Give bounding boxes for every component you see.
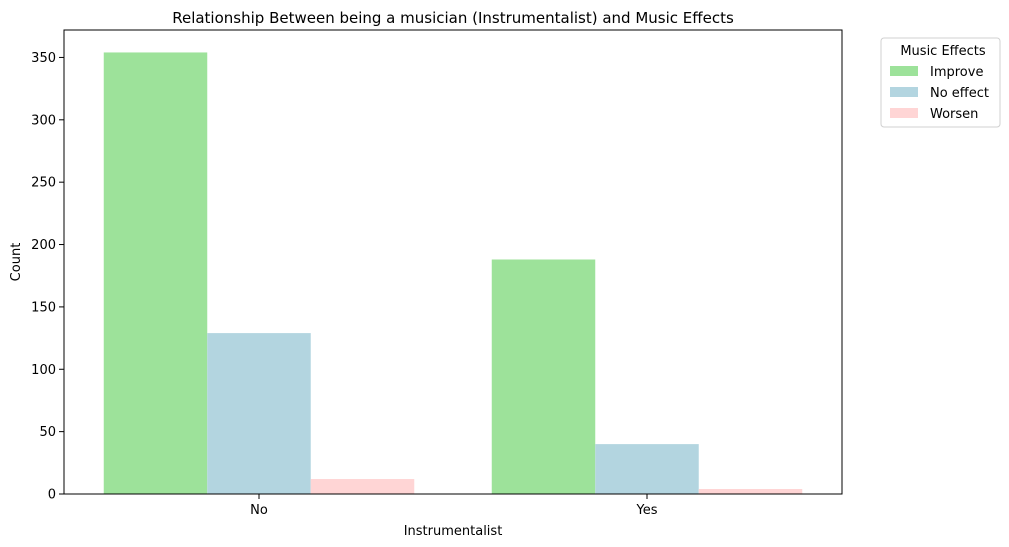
y-tick-label: 100 [31,363,56,378]
legend-box [880,37,1001,128]
y-tick-label: 150 [31,300,56,315]
bars-layer [103,52,803,495]
legend-title: Music Effects [900,44,986,59]
legend-swatch-no-effect [890,87,918,97]
legend: Music Effects Improve No effect Worsen [880,37,1001,128]
legend-label-no-effect: No effect [930,86,989,101]
legend-label-worsen: Worsen [930,107,978,122]
bar-improve-no [103,52,208,495]
legend-items: Improve No effect Worsen [890,65,989,122]
y-tick-label: 200 [31,238,56,253]
bar-no-effect-no [207,333,311,494]
bar-worsen-yes [698,489,803,494]
y-tick-label: 250 [31,176,56,191]
bar-worsen-no [310,479,415,494]
bar-no-effect-yes [595,444,699,494]
y-tick-label: 0 [48,488,56,503]
legend-swatch-improve [890,66,918,76]
legend-swatch-worsen [890,108,918,118]
axes [63,29,843,495]
x-axis-ticks: No Yes [250,494,658,518]
chart-title: Relationship Between being a musician (I… [172,9,734,27]
y-tick-label: 300 [31,113,56,128]
x-tick-label: Yes [636,503,658,518]
y-tick-label: 50 [39,425,56,440]
plot-frame [63,29,843,495]
y-tick-label: 350 [31,51,56,66]
bar-improve-yes [491,259,596,494]
x-tick-label: No [250,503,268,518]
x-axis-label: Instrumentalist [404,524,503,539]
y-axis-label: Count [9,243,24,282]
legend-label-improve: Improve [930,65,983,80]
y-axis-ticks: 0 50 100 150 200 250 300 350 [31,51,64,503]
